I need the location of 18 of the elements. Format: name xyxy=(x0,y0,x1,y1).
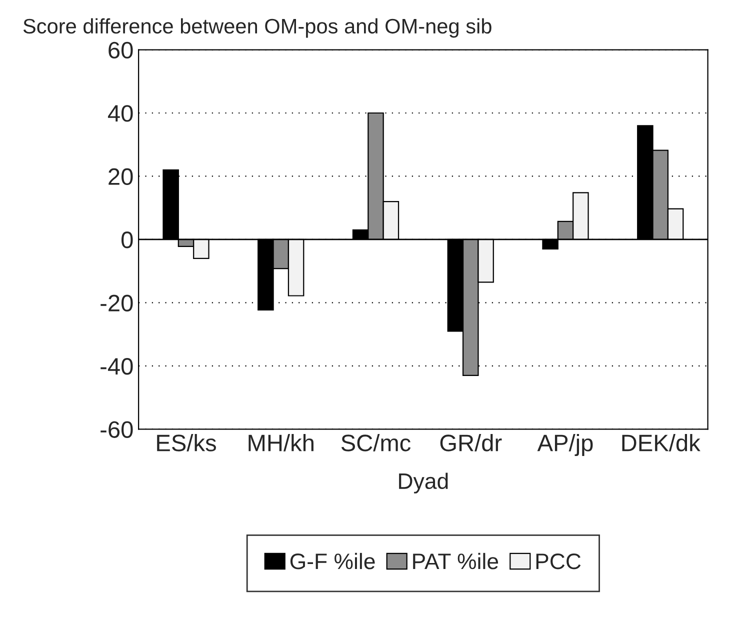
x-tick-label: MH/kh xyxy=(248,434,314,452)
x-tick-label: AP/jp xyxy=(537,434,593,456)
y-tick-label: 60 xyxy=(108,42,133,59)
x-tick-label: SC/mc xyxy=(341,434,411,452)
x-axis-title: Dyad xyxy=(399,472,448,494)
y-tick-label: 40 xyxy=(108,105,133,122)
y-tick-label: 20 xyxy=(108,168,133,186)
y-tick-label: -60 xyxy=(100,421,133,438)
y-tick-label: -20 xyxy=(100,294,133,312)
y-tick-label: -40 xyxy=(100,358,133,375)
legend-label: G-F %ile xyxy=(290,552,375,570)
x-tick-label: ES/ks xyxy=(157,434,216,452)
x-tick-label: GR/dr xyxy=(440,434,502,452)
legend-label: PCC xyxy=(536,554,581,570)
legend-label: PAT %ile xyxy=(413,552,498,570)
y-tick-label: 0 xyxy=(121,232,133,248)
chart-title: Score difference between OM-pos and OM-neg sib xyxy=(23,18,492,38)
x-tick-label: DEK/dk xyxy=(622,434,700,452)
